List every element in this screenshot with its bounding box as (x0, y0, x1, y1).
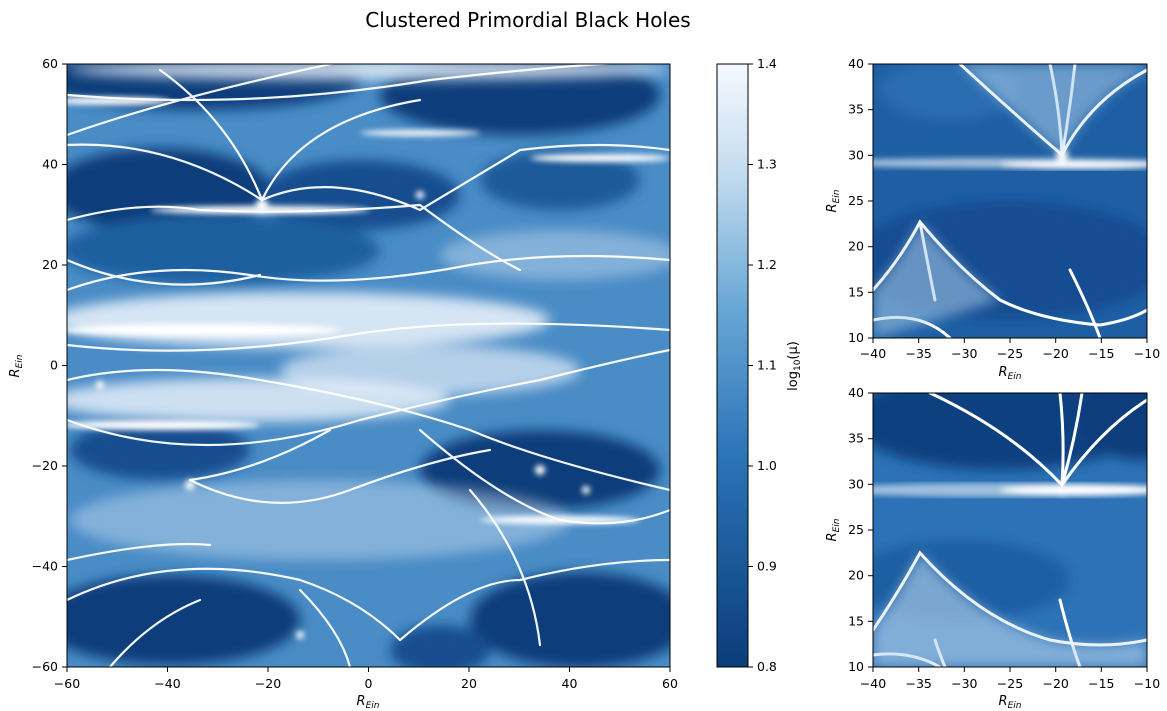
main-x-tick-label: −40 (154, 676, 180, 691)
main-y-tick-label: 20 (42, 257, 58, 272)
zoom-bottom-x-tick-label: −40 (860, 676, 886, 691)
zoom-top-y-tick-label: 40 (848, 56, 864, 71)
zoom-bottom-y-tick-label: 40 (848, 385, 864, 400)
main-y-tick-label: −60 (32, 659, 58, 674)
zoom-bottom-x-tick-label: −20 (1043, 676, 1069, 691)
chart-title: Clustered Primordial Black Holes (365, 8, 690, 32)
main-y-tick-label: 40 (42, 157, 58, 172)
zoom-top-y-tick-label: 15 (848, 284, 864, 299)
main-low-magnification-regions (67, 64, 670, 667)
colorbar-label: log10(μ) (786, 341, 803, 391)
zoom-top-x-tick-label: −15 (1088, 346, 1114, 361)
zoom-top-x-tick-label: −40 (860, 346, 886, 361)
zoom-top-x-axis: −40 −35 −30 −25 −20 −15 −10 REin (860, 338, 1160, 382)
zoom-bottom-y-tick-label: 25 (848, 522, 864, 537)
main-y-tick-label: 60 (42, 56, 58, 71)
zoom-bottom-x-axis: −40 −35 −30 −25 −20 −15 −10 REin (860, 667, 1160, 711)
zoom-top-x-tick-label: −20 (1043, 346, 1069, 361)
zoom-top-y-axis-label: REin (825, 189, 842, 212)
main-high-magnification-bands (67, 64, 670, 560)
main-x-axis-label: REin (357, 694, 380, 711)
main-cusps (96, 191, 590, 639)
zoom-bottom-y-tick-label: 15 (848, 613, 864, 628)
main-x-tick-label: 20 (461, 676, 477, 691)
main-x-tick-label: −20 (255, 676, 281, 691)
zoom-bottom-heatmap (873, 393, 1147, 667)
zoom-top-heatmap (873, 64, 1147, 338)
zoom-bottom-y-axis: 10 15 20 25 30 35 40 REin (825, 385, 873, 674)
colorbar: 0.8 0.9 1.0 1.1 1.2 1.3 1.4 log10(μ) (716, 56, 803, 674)
zoom-bottom-y-tick-label: 20 (848, 568, 864, 583)
zoom-top-y-tick-label: 30 (848, 147, 864, 162)
main-y-tick-label: −40 (32, 559, 58, 574)
zoom-bottom-x-tick-label: −35 (906, 676, 932, 691)
zoom-top-x-tick-label: −25 (997, 346, 1023, 361)
colorbar-tick-label: 1.0 (757, 458, 777, 473)
colorbar-tick-label: 1.2 (757, 257, 777, 272)
main-x-tick-label: 40 (562, 676, 578, 691)
main-x-axis: −60 −40 −20 0 20 40 60 REin (54, 667, 678, 711)
colorbar-tick-label: 1.1 (757, 358, 777, 373)
zoom-top-x-axis-label: REin (999, 365, 1022, 382)
zoom-bottom-y-axis-label: REin (825, 518, 842, 541)
main-x-tick-label: 60 (662, 676, 678, 691)
zoom-bottom-x-tick-label: −10 (1134, 676, 1160, 691)
zoom-bottom-x-tick-label: −15 (1088, 676, 1114, 691)
zoom-top-x-tick-label: −35 (906, 346, 932, 361)
zoom-top-y-tick-label: 35 (848, 102, 864, 117)
main-x-tick-label: 0 (365, 676, 373, 691)
main-x-tick-label: −60 (54, 676, 80, 691)
zoom-top-y-tick-label: 10 (848, 330, 864, 345)
colorbar-tick-label: 0.8 (757, 659, 777, 674)
main-y-tick-label: 0 (50, 358, 58, 373)
zoom-bottom-x-axis-label: REin (999, 694, 1022, 711)
colorbar-tick-label: 1.3 (757, 157, 777, 172)
zoom-top-y-tick-label: 25 (848, 193, 864, 208)
zoom-top-x-tick-label: −10 (1134, 346, 1160, 361)
main-y-tick-label: −20 (32, 458, 58, 473)
zoom-bottom-y-tick-label: 35 (848, 431, 864, 446)
zoom-top-x-tick-label: −30 (951, 346, 977, 361)
zoom-top-y-tick-label: 20 (848, 239, 864, 254)
colorbar-gradient (716, 63, 749, 668)
zoom-top-y-axis: 10 15 20 25 30 35 40 REin (825, 56, 873, 345)
colorbar-tick-label: 0.9 (757, 559, 777, 574)
zoom-bottom-x-tick-label: −30 (951, 676, 977, 691)
colorbar-tick-label: 1.4 (757, 56, 777, 71)
zoom-bottom-y-tick-label: 30 (848, 476, 864, 491)
main-caustics (67, 64, 670, 667)
main-y-axis: −60 −40 −20 0 20 40 60 REin (8, 56, 67, 674)
zoom-bottom-y-tick-label: 10 (848, 659, 864, 674)
main-y-axis-label: REin (8, 354, 25, 377)
zoom-bottom-x-tick-label: −25 (997, 676, 1023, 691)
main-heatmap (67, 64, 670, 667)
